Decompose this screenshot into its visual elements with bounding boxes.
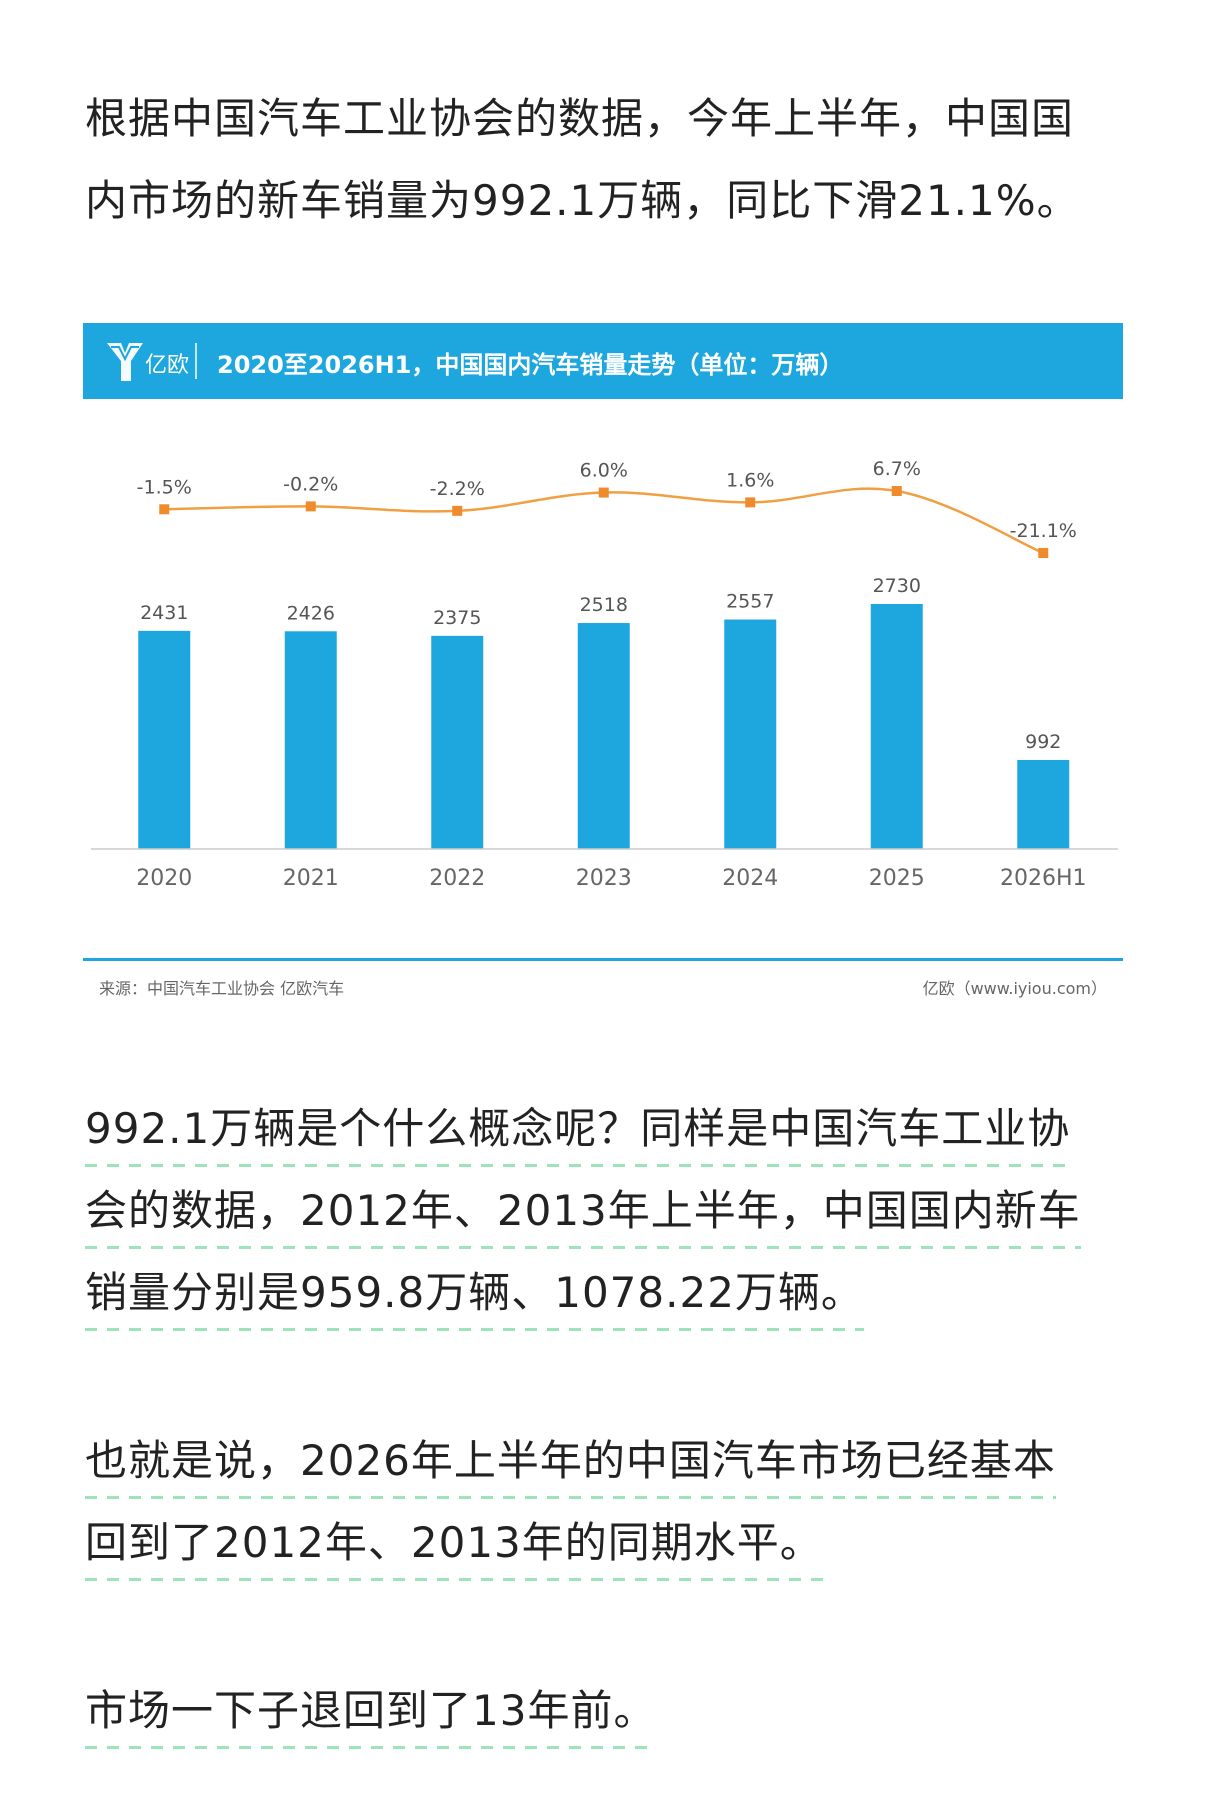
- sales-chart-card: 亿欧 2020至2026H1，中国国内汽车销量走势（单位：万辆） 2431 242…: [83, 323, 1123, 1003]
- bar-value-label-2023: 2518: [580, 594, 628, 616]
- growth-label-2020: -1.5%: [137, 476, 192, 498]
- meaning-line-1: 也就是说，2026年上半年的中国汽车市场已经基本: [85, 1436, 1056, 1499]
- x-tick-label-2026H1: 2026H1: [1000, 866, 1087, 891]
- x-tick-label-2025: 2025: [869, 866, 925, 891]
- growth-label-2022: -2.2%: [430, 478, 485, 500]
- concept-paragraph: 992.1万辆是个什么概念呢？同样是中国汽车工业协 会的数据，2012年、201…: [85, 1088, 1125, 1334]
- chart-banner: 亿欧 2020至2026H1，中国国内汽车销量走势（单位：万辆）: [83, 323, 1123, 399]
- chart-title: 2020至2026H1，中国国内汽车销量走势（单位：万辆）: [217, 351, 844, 379]
- growth-label-2023: 6.0%: [580, 460, 628, 482]
- bar-value-label-2022: 2375: [433, 607, 481, 629]
- bar-2025: [870, 604, 923, 849]
- bars-group: 2431 2426 2375 2518 2557 2730 992: [138, 575, 1070, 849]
- yiou-logo-icon: [107, 343, 143, 381]
- concept-line-2: 会的数据，2012年、2013年上半年，中国国内新车: [85, 1186, 1081, 1249]
- growth-point-2025: [891, 486, 902, 496]
- x-tick-label-2023: 2023: [576, 866, 632, 891]
- x-tick-label-2021: 2021: [283, 866, 339, 891]
- bar-value-label-2024: 2557: [726, 591, 774, 613]
- growth-line-group: -1.5% -0.2% -2.2% 6.0% 1.6% 6.7% -21.1%: [137, 458, 1077, 558]
- growth-label-2026H1: -21.1%: [1010, 520, 1077, 542]
- bar-2020: [138, 630, 191, 849]
- conclusion-line-1: 市场一下子退回到了13年前。: [85, 1686, 657, 1749]
- growth-point-2020: [159, 504, 170, 515]
- bar-2023: [577, 623, 630, 849]
- bar-value-label-2025: 2730: [873, 575, 921, 597]
- growth-point-2024: [745, 497, 756, 508]
- x-tick-label-2020: 2020: [136, 866, 192, 891]
- chart-credit: 亿欧（www.iyiou.com）: [922, 979, 1107, 998]
- bar-value-label-2026H1: 992: [1025, 731, 1061, 753]
- conclusion-paragraph: 市场一下子退回到了13年前。: [85, 1670, 1125, 1752]
- concept-line-3: 销量分别是959.8万辆、1078.22万辆。: [85, 1268, 864, 1331]
- logo-text: 亿欧: [145, 353, 190, 378]
- bar-value-label-2020: 2431: [140, 602, 188, 624]
- footer-divider: [83, 958, 1123, 961]
- chart-source: 来源：中国汽车工业协会 亿欧汽车: [99, 979, 345, 998]
- meaning-line-2: 回到了2012年、2013年的同期水平。: [85, 1518, 823, 1581]
- intro-line-1: 根据中国汽车工业协会的数据，今年上半年，中国国: [85, 94, 1075, 143]
- chart-plot: 2431 2426 2375 2518 2557 2730 992 -1.5% -0.2% -2…: [91, 458, 1118, 891]
- growth-label-2025: 6.7%: [873, 458, 921, 480]
- growth-point-2021: [305, 501, 316, 512]
- x-tick-label-2022: 2022: [429, 866, 485, 891]
- growth-label-2021: -0.2%: [283, 473, 338, 495]
- growth-point-2023: [598, 487, 609, 498]
- bar-2022: [431, 635, 484, 849]
- x-axis-group: 2020 2021 2022 2023 2024 2025 2026H1: [91, 848, 1118, 891]
- banner-divider: [195, 343, 197, 379]
- concept-line-1: 992.1万辆是个什么概念呢？同样是中国汽车工业协: [85, 1104, 1071, 1167]
- x-tick-label-2024: 2024: [722, 866, 778, 891]
- growth-point-2022: [452, 505, 463, 516]
- bar-value-label-2021: 2426: [287, 602, 335, 624]
- intro-paragraph: 根据中国汽车工业协会的数据，今年上半年，中国国 内市场的新车销量为992.1万辆…: [85, 78, 1125, 242]
- bar-2024: [724, 619, 777, 849]
- intro-line-2: 内市场的新车销量为992.1万辆，同比下滑21.1%。: [85, 176, 1080, 225]
- growth-point-2026H1: [1038, 548, 1049, 558]
- growth-line: [164, 487, 1044, 555]
- meaning-paragraph: 也就是说，2026年上半年的中国汽车市场已经基本 回到了2012年、2013年的…: [85, 1420, 1125, 1584]
- bar-2021: [284, 631, 337, 849]
- bar-2026H1: [1017, 759, 1070, 849]
- growth-label-2024: 1.6%: [726, 469, 774, 491]
